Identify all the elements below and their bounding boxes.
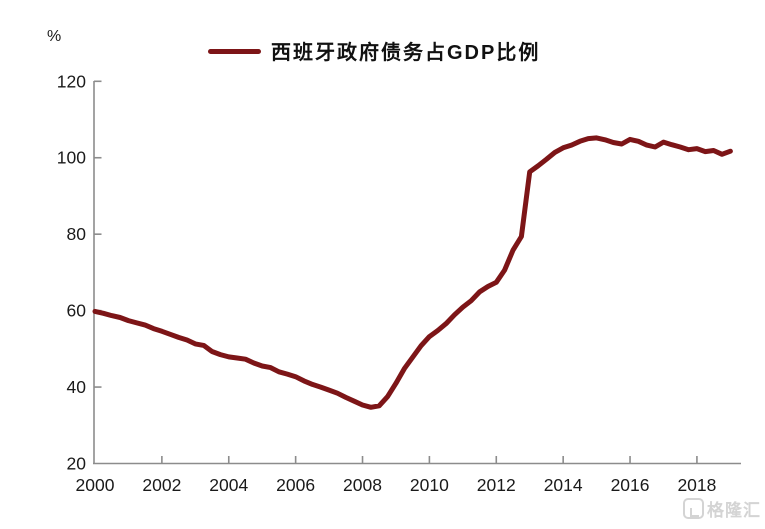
y-tick-label: 100 <box>57 148 86 168</box>
legend: 西班牙政府债务占GDP比例 <box>208 36 540 65</box>
x-tick-label: 2004 <box>209 475 248 495</box>
legend-series-label: 西班牙政府债务占GDP比例 <box>271 42 541 64</box>
legend-line-swatch <box>208 49 261 54</box>
y-axis-unit-label: % <box>47 28 62 45</box>
x-tick-label: 2006 <box>276 475 315 495</box>
x-tick-label: 2000 <box>76 475 115 495</box>
x-tick-label: 2012 <box>477 475 516 495</box>
debt-gdp-line-series <box>92 135 733 410</box>
y-tick-label: 120 <box>57 71 86 91</box>
x-tick-label: 2018 <box>677 475 716 495</box>
watermark-text: 格隆汇 <box>707 501 761 520</box>
x-tick-label: 2016 <box>611 475 650 495</box>
y-tick-label: 20 <box>67 454 87 474</box>
gelonghui-logo-icon <box>683 498 704 519</box>
y-tick-label: 40 <box>67 377 87 397</box>
x-tick-label: 2002 <box>142 475 181 495</box>
y-tick-label: 60 <box>67 301 87 321</box>
watermark: 格隆汇 <box>683 496 761 521</box>
x-tick-label: 2010 <box>410 475 449 495</box>
x-tick-label: 2014 <box>544 475 583 495</box>
x-tick-label: 2008 <box>343 475 382 495</box>
y-tick-label: 80 <box>67 224 87 244</box>
